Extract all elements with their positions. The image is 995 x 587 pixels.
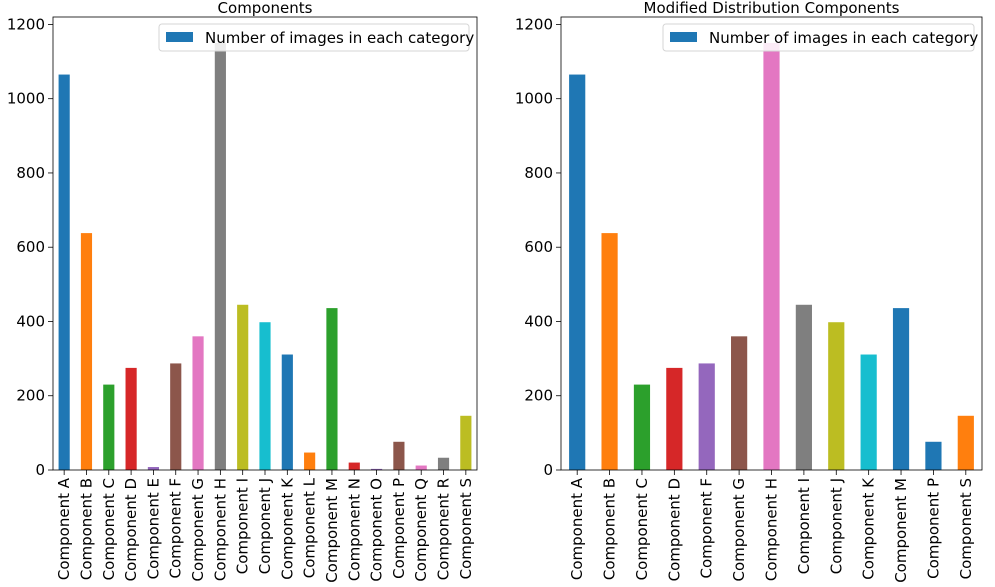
y-tick-label: 1000 — [515, 90, 553, 108]
bar-component-s — [957, 415, 974, 470]
y-tick-label: 1200 — [515, 15, 553, 33]
y-tick-label: 400 — [16, 312, 45, 330]
legend-box — [662, 23, 975, 52]
x-tick-label: Component M — [892, 478, 910, 583]
bar-component-f — [170, 363, 182, 470]
bar-component-s — [460, 415, 472, 470]
x-tick-label: Component J — [827, 478, 845, 574]
x-tick-label: Component B — [77, 478, 95, 580]
x-tick-label: Component S — [457, 478, 475, 579]
x-tick-label: Component S — [957, 478, 975, 579]
bar-component-j — [828, 322, 845, 470]
x-tick-label: Component O — [368, 478, 386, 582]
bar-component-b — [601, 233, 618, 470]
bar-component-g — [731, 336, 748, 470]
legend-swatch — [166, 32, 193, 42]
x-tick-label: Component B — [601, 478, 619, 580]
x-tick-label: Component G — [189, 478, 207, 581]
x-tick-label: Component I — [795, 478, 813, 574]
bar-component-m — [892, 308, 910, 470]
bar-component-p — [925, 441, 942, 470]
y-tick-label: 1200 — [7, 15, 45, 33]
bar-component-h — [763, 42, 780, 471]
y-tick-label: 400 — [524, 312, 553, 330]
bar-component-d — [125, 367, 137, 470]
x-tick-label: Component Q — [412, 478, 430, 582]
bar-component-d — [666, 367, 683, 470]
x-tick-label: Component I — [234, 478, 252, 574]
x-tick-label: Component P — [924, 478, 942, 579]
x-tick-label: Component R — [435, 478, 453, 580]
x-tick-label: Component J — [256, 478, 274, 574]
x-tick-label: Component D — [122, 478, 140, 581]
y-tick-label: 600 — [524, 238, 553, 256]
bar-component-k — [860, 354, 877, 470]
bar-component-c — [103, 384, 115, 470]
bar-component-k — [281, 354, 293, 470]
bar-component-p — [393, 441, 405, 470]
x-tick-label: Component E — [144, 478, 162, 579]
x-tick-label: Component F — [698, 478, 716, 578]
x-tick-label: Component C — [633, 478, 651, 580]
legend-swatch — [670, 32, 697, 42]
y-tick-label: 200 — [16, 387, 45, 405]
y-tick-label: 800 — [524, 164, 553, 182]
y-tick-label: 200 — [524, 387, 553, 405]
x-tick-label: Component F — [167, 478, 185, 578]
x-tick-label: Component H — [763, 478, 781, 581]
x-tick-label: Component L — [301, 477, 319, 578]
bar-component-b — [80, 233, 93, 470]
x-tick-label: Component H — [211, 478, 229, 581]
y-tick-label: 0 — [543, 461, 553, 479]
y-tick-label: 0 — [35, 461, 45, 479]
bar-component-e — [147, 467, 159, 470]
x-tick-label: Component P — [390, 478, 408, 579]
bar-component-a — [58, 74, 70, 471]
x-tick-label: Component K — [860, 477, 878, 580]
bar-component-r — [437, 457, 450, 470]
bar-component-i — [795, 304, 812, 470]
bar-component-h — [214, 42, 226, 471]
chart-title: Modified Distribution Components — [644, 0, 900, 17]
bar-component-c — [633, 384, 651, 470]
x-tick-label: Component A — [55, 477, 73, 580]
x-tick-label: Component G — [730, 478, 748, 581]
y-tick-label: 600 — [16, 238, 45, 256]
legend-label: Number of images in each category — [205, 29, 474, 47]
legend-box — [158, 23, 470, 52]
bar-component-l — [304, 452, 316, 470]
bar-component-o — [371, 468, 383, 470]
x-tick-label: Component A — [568, 477, 586, 580]
bar-component-m — [326, 308, 338, 470]
bar-component-j — [259, 322, 271, 470]
x-tick-label: Component C — [100, 478, 118, 580]
chart-title: Components — [218, 0, 313, 17]
y-tick-label: 1000 — [7, 90, 45, 108]
bar-component-q — [415, 465, 427, 470]
bar-component-a — [569, 74, 586, 471]
x-tick-label: Component K — [278, 477, 296, 580]
legend-label: Number of images in each category — [709, 29, 978, 47]
bar-component-i — [237, 304, 249, 470]
x-tick-label: Component M — [323, 478, 341, 583]
bar-component-f — [698, 363, 715, 470]
y-tick-label: 800 — [16, 164, 45, 182]
chart-panel-2: Modified Distribution Components 0 200 400 6… — [515, 0, 983, 583]
x-tick-label: Component D — [665, 478, 683, 581]
x-tick-label: Component N — [345, 478, 363, 581]
bar-component-n — [348, 462, 360, 470]
bar-component-g — [192, 336, 204, 470]
chart-panel-1: Components 0 200 400 600 800 1000 1200 Component… — [7, 0, 478, 583]
